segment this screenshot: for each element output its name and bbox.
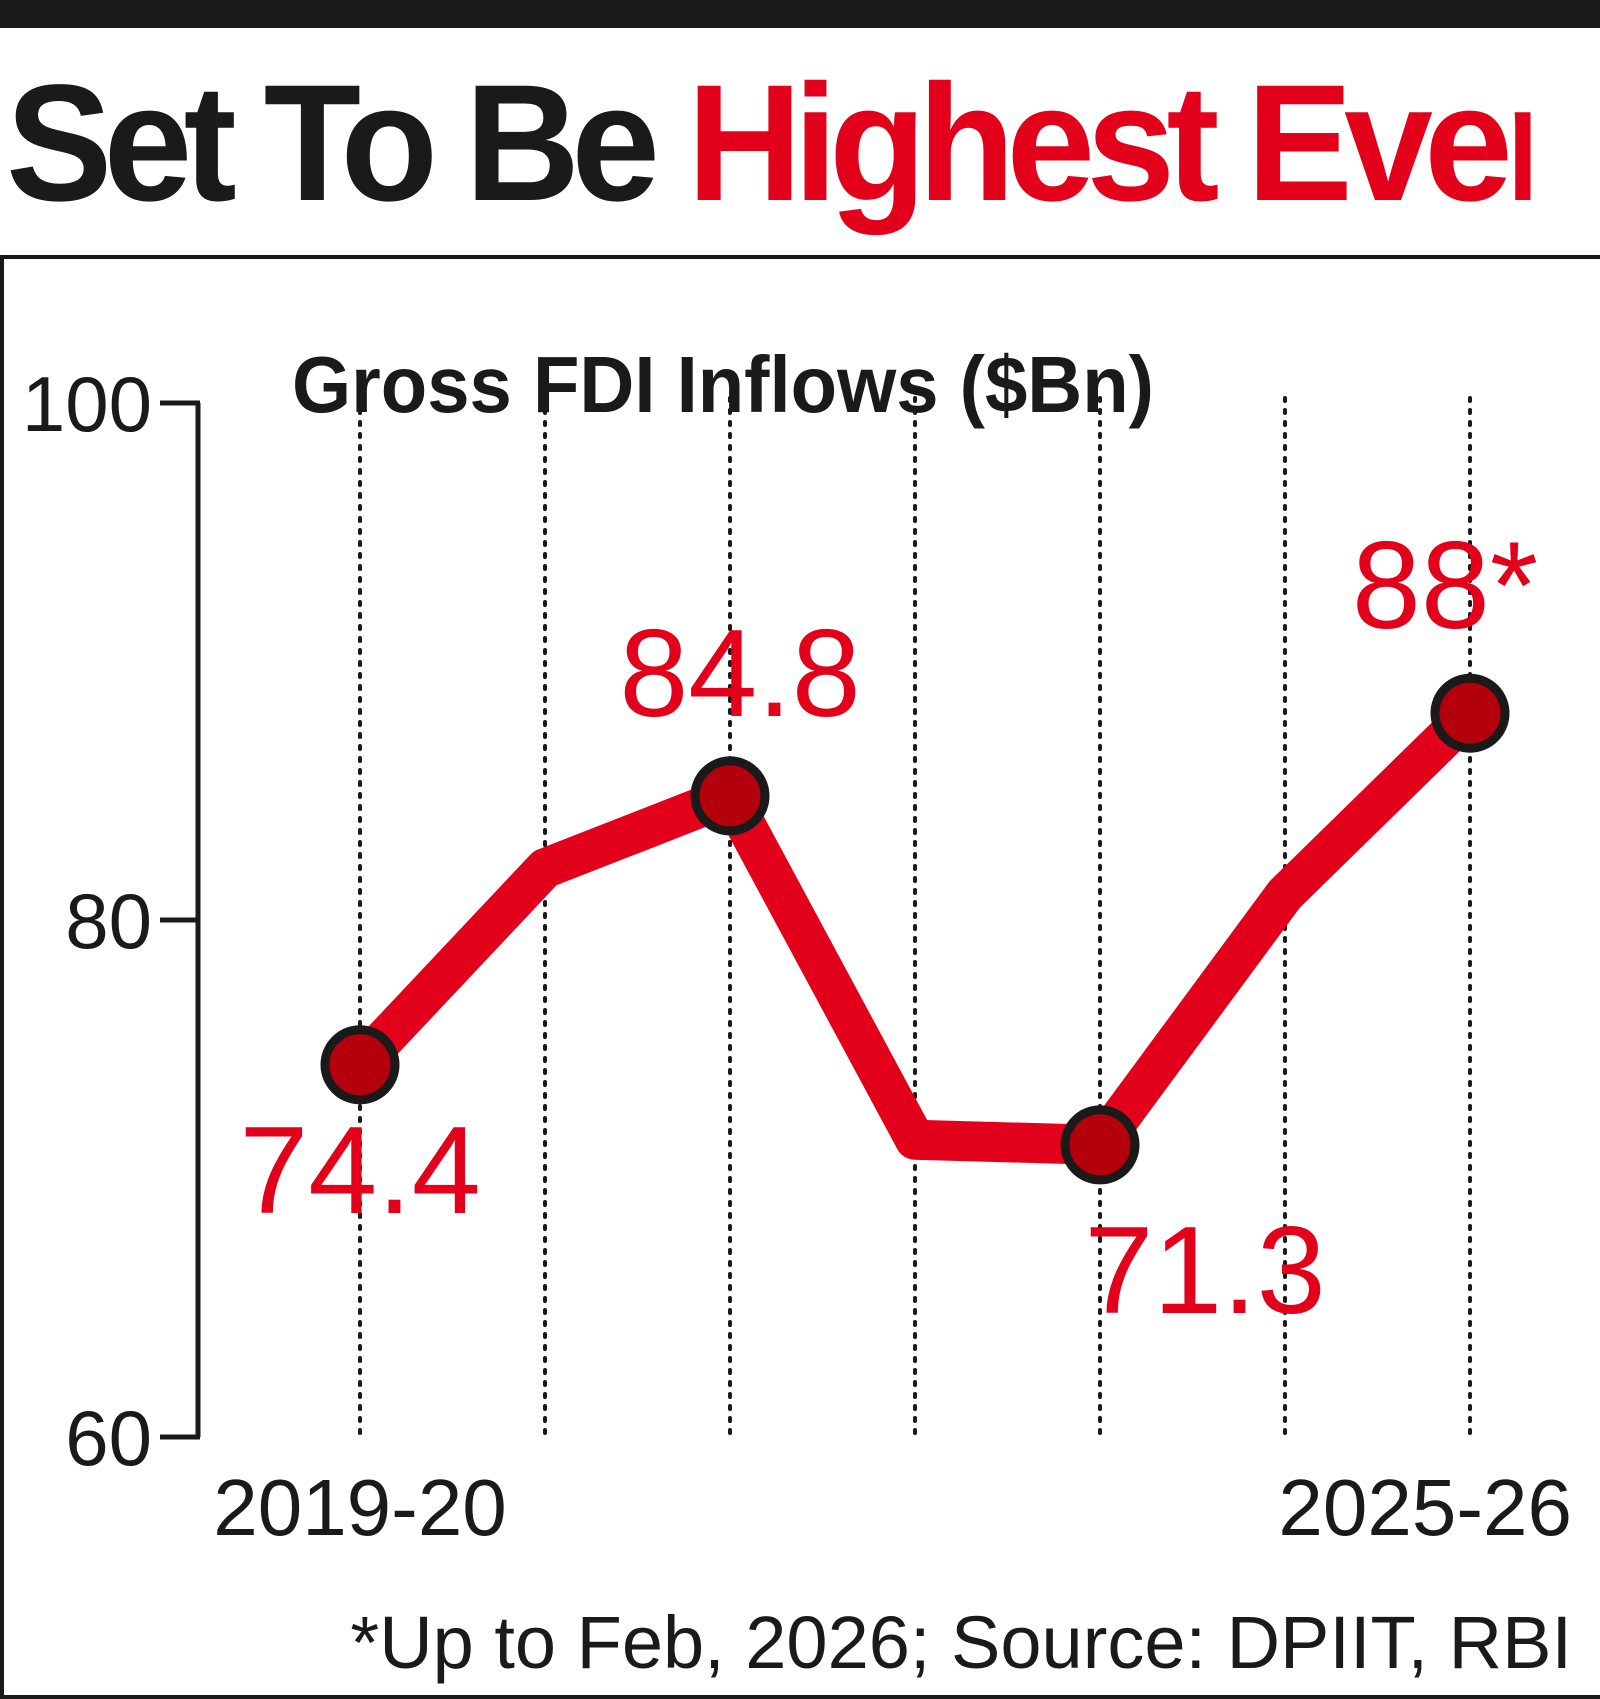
series-polyline: [340, 693, 1490, 1165]
x-tick-label-2025-26: 2025-26: [1278, 1463, 1572, 1552]
y-tick-label-100: 100: [22, 360, 152, 448]
data-label-2025-26: 88*: [1352, 517, 1538, 655]
y-tick-label-80: 80: [65, 877, 152, 965]
top-rule: [0, 0, 1600, 28]
chart-frame: [0, 255, 1600, 1699]
x-tick-labels: 2019-20 2025-26: [213, 1463, 1572, 1552]
x-tick-label-2019-20: 2019-20: [213, 1463, 507, 1552]
data-point-2021-22: [690, 756, 770, 836]
data-point-2023-24: [1060, 1105, 1140, 1185]
headline-part-dark: Set To Be: [6, 51, 687, 236]
data-label-2019-20: 74.4: [239, 1102, 480, 1240]
y-tick-label-60: 60: [65, 1394, 152, 1482]
chart-title: Gross FDI Inflows ($Bn): [292, 340, 1154, 429]
headline-part-red: Highest Ever: [687, 51, 1531, 236]
series-line: [340, 693, 1490, 1165]
y-axis: 60 80 100: [22, 360, 201, 1482]
data-labels: 74.4 84.8 71.3 88*: [239, 517, 1538, 1340]
data-label-2023-24: 71.3: [1084, 1202, 1325, 1340]
data-label-2021-22: 84.8: [619, 605, 860, 743]
data-point-2019-20: [320, 1025, 400, 1105]
headline: Set To Be Highest Ever: [6, 44, 1530, 244]
footnote: *Up to Feb, 2026; Source: DPIIT, RBI: [350, 1601, 1572, 1684]
data-point-2025-26: [1430, 673, 1510, 753]
data-markers: [320, 673, 1510, 1185]
